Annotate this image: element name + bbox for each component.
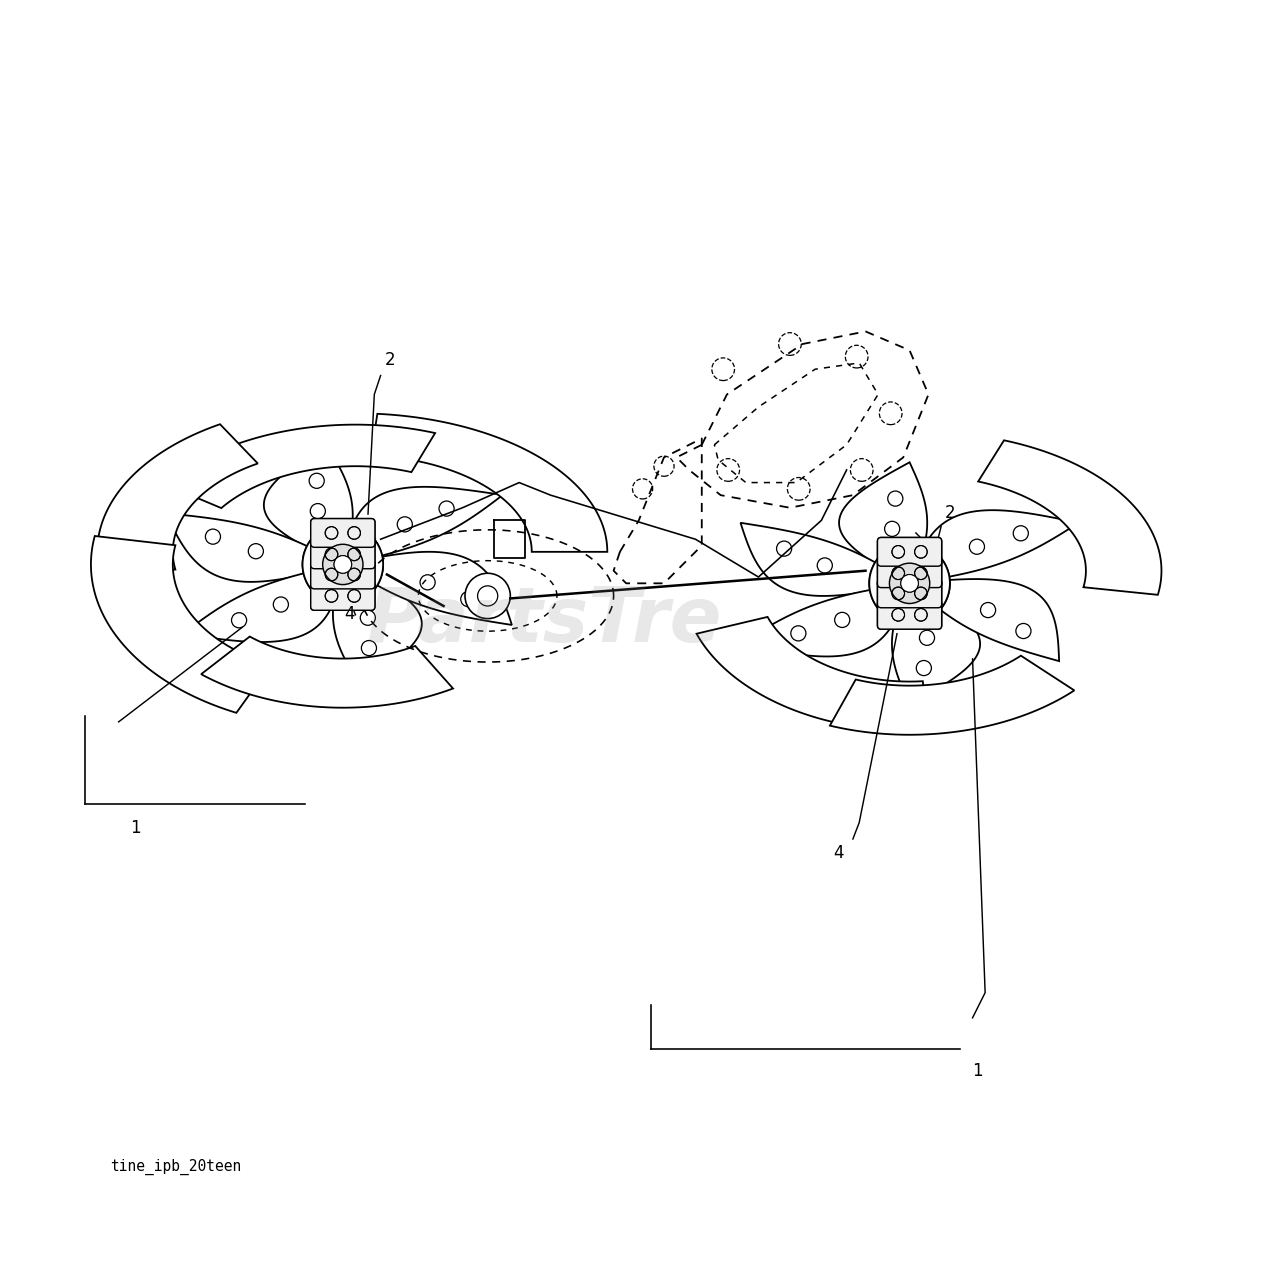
Circle shape (334, 556, 352, 573)
Text: 1: 1 (973, 1062, 983, 1080)
Text: 4: 4 (344, 604, 354, 623)
Polygon shape (910, 511, 1079, 584)
FancyBboxPatch shape (311, 518, 374, 548)
Polygon shape (697, 617, 930, 731)
Circle shape (302, 524, 383, 604)
Circle shape (323, 544, 363, 585)
Circle shape (323, 544, 363, 585)
Polygon shape (830, 655, 1074, 735)
Polygon shape (978, 440, 1161, 595)
Text: 4: 4 (834, 844, 844, 861)
Circle shape (901, 575, 918, 593)
FancyBboxPatch shape (878, 559, 941, 588)
FancyBboxPatch shape (311, 540, 374, 568)
FancyBboxPatch shape (878, 538, 941, 566)
Text: 2: 2 (385, 351, 395, 369)
FancyBboxPatch shape (878, 579, 941, 608)
FancyBboxPatch shape (311, 581, 374, 611)
Circle shape (901, 575, 918, 593)
Polygon shape (740, 584, 910, 657)
FancyBboxPatch shape (311, 561, 374, 589)
FancyBboxPatch shape (311, 581, 374, 611)
Polygon shape (91, 536, 271, 713)
Polygon shape (333, 564, 421, 685)
Polygon shape (264, 444, 353, 564)
Circle shape (466, 573, 510, 618)
FancyBboxPatch shape (311, 561, 374, 589)
Circle shape (889, 563, 930, 603)
Polygon shape (343, 486, 502, 564)
FancyBboxPatch shape (878, 600, 941, 630)
Polygon shape (343, 552, 512, 625)
FancyBboxPatch shape (878, 579, 941, 608)
Text: 2: 2 (945, 503, 955, 522)
Circle shape (302, 524, 383, 604)
Polygon shape (183, 564, 343, 643)
Circle shape (869, 543, 950, 623)
Polygon shape (97, 424, 258, 577)
Text: 1: 1 (130, 819, 140, 837)
Circle shape (889, 563, 930, 603)
Polygon shape (910, 579, 1059, 662)
FancyBboxPatch shape (878, 600, 941, 630)
Polygon shape (371, 413, 607, 552)
Circle shape (869, 543, 950, 623)
Polygon shape (740, 522, 910, 596)
Text: PartsTre: PartsTre (367, 584, 722, 658)
Polygon shape (164, 425, 435, 508)
Polygon shape (166, 513, 343, 582)
FancyBboxPatch shape (311, 518, 374, 548)
Circle shape (334, 556, 352, 573)
Polygon shape (201, 636, 453, 708)
FancyBboxPatch shape (878, 538, 941, 566)
FancyBboxPatch shape (878, 559, 941, 588)
Polygon shape (892, 584, 980, 704)
FancyBboxPatch shape (311, 540, 374, 568)
Circle shape (478, 586, 497, 605)
Text: tine_ipb_20teen: tine_ipb_20teen (110, 1158, 242, 1175)
Polygon shape (839, 462, 927, 584)
